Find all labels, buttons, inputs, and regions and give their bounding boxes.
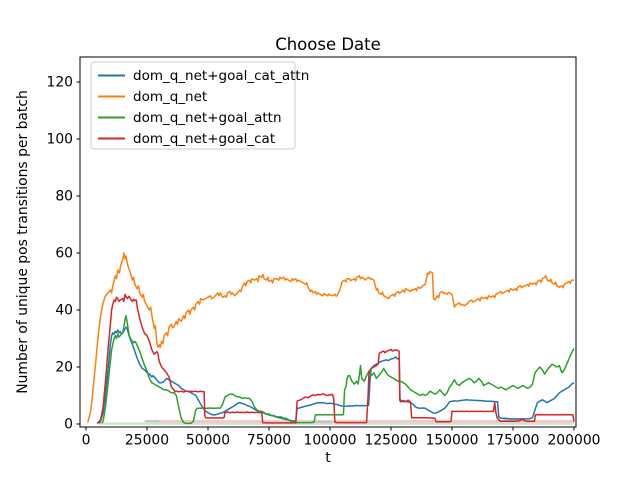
series-line-dom_q_net+goal_cat (96, 293, 575, 425)
x-tick-label: 200000 (547, 433, 600, 449)
x-tick-label: 175000 (486, 433, 539, 449)
y-tick-label: 0 (64, 417, 73, 433)
y-tick-label: 40 (55, 303, 73, 319)
y-tick-label: 120 (46, 74, 73, 90)
legend-item-label: dom_q_net+goal_attn (133, 110, 282, 126)
x-tick-label: 125000 (364, 433, 417, 449)
x-tick-label: 50000 (186, 433, 230, 449)
series-line-dom_q_net+goal_attn (101, 314, 575, 425)
x-tick-label: 100000 (303, 433, 356, 449)
legend-item-label: dom_q_net+goal_cat_attn (133, 68, 309, 84)
y-tick-label: 60 (55, 246, 73, 262)
legend-item-label: dom_q_net+goal_cat (133, 131, 275, 147)
plot-area-border (79, 56, 577, 428)
x-tick-label: 25000 (125, 433, 169, 449)
x-tick-label: 150000 (425, 433, 478, 449)
x-tick-label: 75000 (247, 433, 291, 449)
y-axis-label: Number of unique pos transitions per bat… (15, 90, 31, 394)
x-axis-ticks: 0 25000 50000 75000 100000 125000 150000 175000… (82, 427, 601, 449)
y-tick-label: 100 (46, 131, 73, 147)
legend: dom_q_net+goal_cat_attn dom_q_net dom_q_ne… (90, 61, 309, 150)
y-tick-label: 80 (55, 188, 73, 204)
legend-box (90, 61, 296, 150)
legend-item-label: dom_q_net (133, 89, 207, 105)
series-line-dom_q_net+goal_cat_attn (98, 326, 575, 424)
y-tick-label: 20 (55, 360, 73, 376)
series-lines-layer (86, 252, 575, 425)
x-tick-label: 0 (82, 433, 91, 449)
series-line-dom_q_net (86, 252, 574, 423)
y-axis-ticks: 0 20 40 60 80 100 120 (46, 74, 80, 433)
x-axis-label: t (325, 450, 331, 466)
chart-title: Choose Date (275, 35, 381, 54)
